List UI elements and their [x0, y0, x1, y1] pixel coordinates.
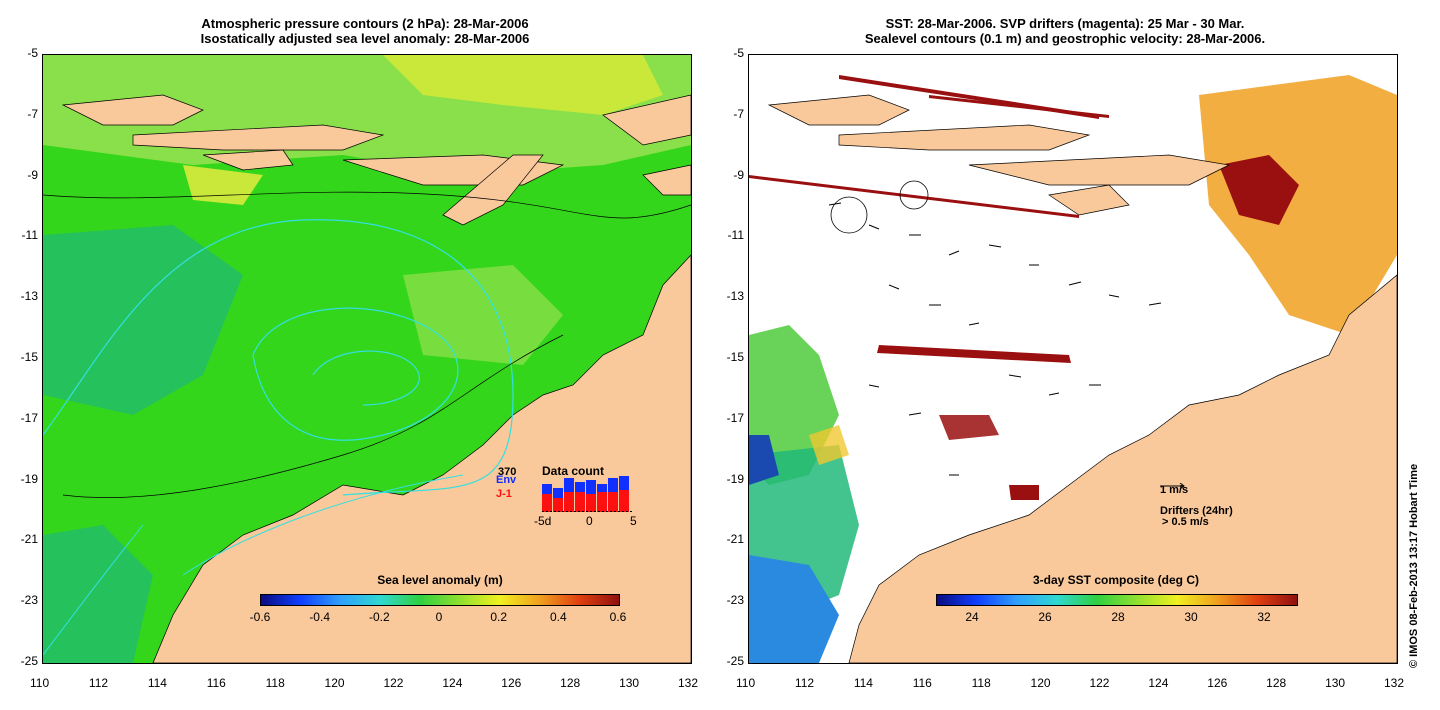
right-ytick: -7: [733, 106, 744, 121]
inset-chart: [542, 476, 634, 512]
left-colorbar-tick: 0.6: [609, 610, 627, 624]
left-colorbar-tick: 0: [435, 610, 443, 624]
right-xtick: 132: [1384, 676, 1405, 690]
left-colorbar-tick: -0.4: [309, 610, 330, 624]
right-xtick: 112: [794, 676, 815, 690]
velocity-scale-arrow: [1160, 476, 1186, 490]
drifters-scale: > 0.5 m/s: [1162, 516, 1209, 528]
left-colorbar-tick: 0.2: [490, 610, 507, 624]
left-ytick: -17: [20, 410, 38, 425]
right-title-line1: SST: 28-Mar-2006. SVP drifters (magenta)…: [885, 16, 1245, 31]
right-colorbar-tick: 30: [1184, 610, 1198, 624]
right-colorbar-title: 3-day SST composite (deg C): [1032, 573, 1200, 587]
right-ytick: -5: [733, 46, 744, 60]
left-ytick: -9: [27, 167, 38, 182]
inset-count: 370: [498, 466, 517, 478]
sea-level-map[interactable]: [42, 54, 692, 664]
right-colorbar-tick: 32: [1257, 610, 1271, 624]
left-ytick: -21: [20, 532, 38, 547]
left-title-line2: Isostatically adjusted sea level anomaly…: [200, 31, 530, 46]
right-ytick: -25: [726, 654, 744, 668]
left-ytick: -11: [21, 228, 38, 243]
velocity-scale-label: 1 m/s: [1160, 484, 1189, 496]
inset-j1-label: J-1: [496, 488, 512, 500]
right-colorbar: [936, 594, 1298, 606]
right-colorbar-tick: 24: [965, 610, 979, 624]
left-xtick: 114: [147, 676, 167, 690]
right-xtick: 114: [853, 676, 873, 690]
left-xtick: 124: [442, 676, 463, 690]
inset-title: Data count: [542, 464, 605, 478]
right-xtick: 126: [1207, 676, 1228, 690]
right-xtick: 128: [1266, 676, 1287, 690]
right-xtick: 124: [1148, 676, 1169, 690]
right-title: SST: 28-Mar-2006. SVP drifters (magenta)…: [820, 16, 1310, 46]
left-xtick: 120: [324, 676, 345, 690]
left-xtick: 118: [265, 676, 285, 690]
left-xtick: 126: [501, 676, 522, 690]
left-title-line1: Atmospheric pressure contours (2 hPa): 2…: [201, 16, 529, 31]
left-xtick: 112: [88, 676, 109, 690]
left-colorbar-tick: -0.6: [249, 610, 271, 624]
right-ytick: -13: [726, 289, 744, 304]
sst-map[interactable]: [748, 54, 1398, 664]
right-xtick: 116: [912, 676, 932, 690]
right-xtick: 110: [736, 676, 756, 690]
left-colorbar-tick: -0.2: [368, 610, 390, 624]
right-ytick: -9: [733, 167, 744, 182]
left-colorbar-tick: 0.4: [549, 610, 567, 624]
left-xtick: 116: [206, 676, 226, 690]
inset-xtick-2: 0: [586, 514, 593, 528]
left-xtick: 122: [383, 676, 404, 690]
left-ytick: -15: [20, 350, 38, 364]
right-ytick: -19: [726, 471, 744, 486]
left-xtick: 128: [560, 676, 581, 690]
left-xtick: 132: [678, 676, 699, 690]
left-xtick: 130: [619, 676, 640, 690]
left-colorbar-title: Sea level anomaly (m): [377, 573, 503, 587]
left-xtick: 110: [30, 676, 50, 690]
left-ytick: -19: [20, 471, 38, 486]
left-ytick: -5: [27, 46, 38, 60]
right-title-line2: Sealevel contours (0.1 m) and geostrophi…: [864, 31, 1266, 46]
inset-env-label: Env: [496, 474, 517, 486]
left-ytick: -23: [20, 593, 38, 608]
inset-xtick-3: 5: [630, 514, 637, 528]
right-ytick: -21: [726, 532, 744, 547]
right-xtick: 130: [1325, 676, 1346, 690]
drifters-label: Drifters (24hr): [1160, 505, 1233, 517]
left-ytick: -7: [27, 106, 38, 121]
right-xtick: 122: [1089, 676, 1110, 690]
left-ytick: -25: [20, 654, 38, 668]
right-colorbar-tick: 28: [1111, 610, 1125, 624]
right-colorbar-tick: 26: [1038, 610, 1052, 624]
right-ytick: -23: [726, 593, 744, 608]
right-xtick: 120: [1030, 676, 1051, 690]
left-colorbar: [260, 594, 620, 606]
left-title: Atmospheric pressure contours (2 hPa): 2…: [140, 16, 590, 46]
right-xtick: 118: [971, 676, 991, 690]
left-ytick: -13: [20, 289, 38, 304]
right-ytick: -15: [726, 350, 744, 364]
right-ytick: -17: [726, 410, 744, 425]
inset-xtick-1: -5d: [534, 514, 552, 528]
copyright-text: © IMOS 08-Feb-2013 13:17 Hobart Time: [1408, 463, 1420, 668]
right-ytick: -11: [727, 228, 744, 243]
